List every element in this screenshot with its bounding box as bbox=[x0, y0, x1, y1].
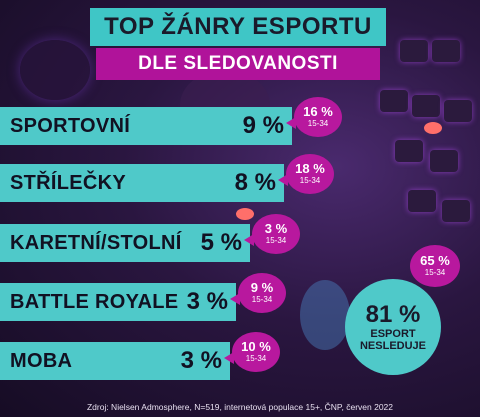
not-watching-label-1: ESPORT bbox=[370, 328, 416, 340]
chart-title: TOP ŽÁNRY ESPORTU bbox=[90, 8, 386, 46]
youth-not-watching-badge: 65 % 15-34 bbox=[410, 245, 460, 287]
age-bubble-group: 15-34 bbox=[299, 176, 321, 185]
youth-not-watching-age: 15-34 bbox=[424, 268, 446, 277]
not-watching-badge: 81 % ESPORT NESLEDUJE bbox=[345, 279, 441, 375]
chart-subtitle: DLE SLEDOVANOSTI bbox=[96, 48, 380, 80]
age-bubble-group: 15-34 bbox=[307, 119, 329, 128]
age-bubble: 18 % 15-34 bbox=[278, 154, 334, 194]
bar-value-label: 9 % bbox=[242, 112, 284, 139]
youth-not-watching-pct: 65 % bbox=[420, 253, 450, 268]
bar-category-label: SPORTOVNÍ bbox=[10, 114, 131, 137]
bar-3: BATTLE ROYALE 3 % bbox=[0, 283, 236, 321]
bar-value-label: 3 % bbox=[180, 347, 222, 374]
age-bubble: 3 % 15-34 bbox=[244, 214, 300, 254]
bar-4: MOBA 3 % bbox=[0, 342, 230, 380]
age-bubble: 10 % 15-34 bbox=[224, 332, 280, 372]
age-bubble-pct: 10 % bbox=[241, 339, 271, 354]
age-bubble-pct: 18 % bbox=[295, 161, 325, 176]
age-bubble-pct: 16 % bbox=[303, 104, 333, 119]
bar-0: SPORTOVNÍ 9 % bbox=[0, 107, 292, 145]
bar-category-label: BATTLE ROYALE bbox=[10, 290, 179, 313]
age-bubble-pct: 3 % bbox=[264, 221, 288, 236]
bar-value-label: 3 % bbox=[186, 288, 228, 315]
age-bubble: 16 % 15-34 bbox=[286, 97, 342, 137]
bar-value-label: 5 % bbox=[200, 229, 242, 256]
age-bubble: 9 % 15-34 bbox=[230, 273, 286, 313]
bar-2: KARETNÍ/STOLNÍ 5 % bbox=[0, 224, 250, 262]
bar-category-label: STŘÍLEČKY bbox=[10, 171, 127, 194]
age-bubble-group: 15-34 bbox=[251, 295, 273, 304]
age-bubble-group: 15-34 bbox=[245, 354, 267, 363]
bar-category-label: KARETNÍ/STOLNÍ bbox=[10, 231, 182, 254]
not-watching-pct: 81 % bbox=[365, 301, 421, 328]
age-bubble-pct: 9 % bbox=[250, 280, 274, 295]
bar-value-label: 8 % bbox=[234, 169, 276, 196]
source-note: Zdroj: Nielsen Admosphere, N=519, intern… bbox=[86, 402, 394, 412]
not-watching-label-2: NESLEDUJE bbox=[359, 340, 427, 352]
age-bubble-group: 15-34 bbox=[265, 236, 287, 245]
bar-category-label: MOBA bbox=[10, 349, 73, 372]
bar-1: STŘÍLEČKY 8 % bbox=[0, 164, 284, 202]
